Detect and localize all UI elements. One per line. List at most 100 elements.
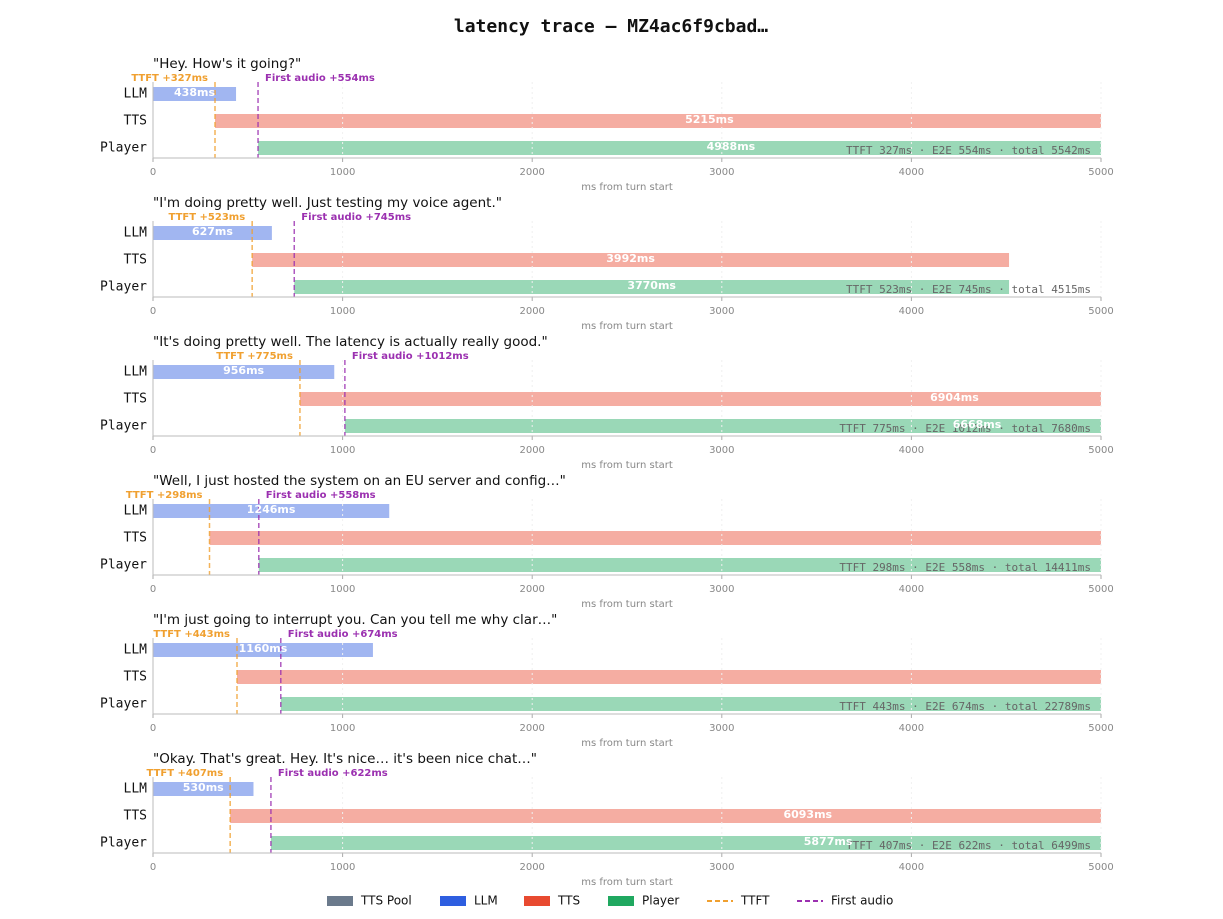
x-tick-label: 2000 [519,306,544,317]
y-tick-label: TTS [124,253,147,268]
marker-label: TTFT +775ms [216,351,293,362]
summary: TTFT 298ms · E2E 558ms · total 14411ms [839,561,1091,574]
bar [294,280,1010,294]
plot-area [153,504,1101,572]
bar-label: 6093ms [783,808,832,821]
bar [153,504,390,518]
bar-label: 3992ms [606,252,655,265]
bar [153,643,373,657]
y-tick-label: Player [100,697,147,712]
x-tick-label: 1000 [330,862,355,873]
plot-area [153,226,1010,294]
bar [270,836,1101,850]
bar-label: 1246ms [247,503,296,516]
x-tick-label: 3000 [709,862,734,873]
x-tick-label: 5000 [1088,445,1113,456]
x-tick-label: 5000 [1088,862,1113,873]
y-tick-label: Player [100,280,147,295]
bar-label: 5877ms [804,835,853,848]
x-tick-label: 3000 [709,306,734,317]
bar [344,419,1101,433]
x-tick-label: 4000 [899,584,924,595]
y-tick-label: LLM [124,643,148,658]
y-tick-label: LLM [124,782,148,797]
y-tick-label: TTS [124,392,147,407]
bar [230,809,1101,823]
bar [153,365,335,379]
marker-label: First audio +1012ms [352,351,469,362]
marker-label: First audio +558ms [266,490,376,501]
x-tick-label: 0 [150,584,156,595]
y-tick-label: LLM [124,504,148,519]
x-tick-label: 4000 [899,167,924,178]
x-tick-label: 1000 [330,167,355,178]
marker-label: TTFT +298ms [126,490,203,501]
x-tick-label: 0 [150,862,156,873]
x-tick-label: 0 [150,723,156,734]
bar [214,114,1101,128]
bar-label: 956ms [223,364,264,377]
x-tick-label: 3000 [709,167,734,178]
bar [258,558,1101,572]
bar [153,226,272,240]
x-tick-label: 0 [150,167,156,178]
marker-label: TTFT +327ms [131,73,208,84]
legend-label: TTS Pool [360,894,412,908]
y-tick-label: LLM [124,226,148,241]
x-axis-label: ms from turn start [581,877,673,888]
x-tick-label: 5000 [1088,584,1113,595]
marker-label: First audio +745ms [301,212,411,223]
panel-title: "I'm doing pretty well. Just testing my … [153,195,502,211]
y-tick-label: Player [100,419,147,434]
y-tick-label: Player [100,141,147,156]
y-tick-label: TTS [124,670,147,685]
y-tick-label: Player [100,836,147,851]
plot-area [153,87,1101,155]
x-tick-label: 1000 [330,445,355,456]
plot-area [153,782,1101,850]
bar-label: 530ms [183,781,224,794]
marker-label: First audio +554ms [265,73,375,84]
x-tick-label: 2000 [519,445,544,456]
bar-label: 5215ms [685,113,734,126]
summary: TTFT 523ms · E2E 745ms · total 4515ms [846,283,1091,296]
x-tick-label: 2000 [519,584,544,595]
bar-label: 6904ms [930,391,979,404]
panel-title: "Hey. How's it going?" [153,56,301,72]
bar [236,670,1101,684]
x-tick-label: 4000 [899,862,924,873]
x-tick-label: 1000 [330,306,355,317]
bar [252,253,1010,267]
x-tick-label: 3000 [709,723,734,734]
legend-label: First audio [831,894,893,908]
x-tick-label: 5000 [1088,167,1113,178]
marker-label: TTFT +523ms [169,212,246,223]
x-tick-label: 0 [150,306,156,317]
marker-label: First audio +674ms [288,629,398,640]
x-tick-label: 5000 [1088,723,1113,734]
legend-label: LLM [474,894,498,908]
x-tick-label: 3000 [709,584,734,595]
bar-label: 1160ms [239,642,288,655]
x-axis-label: ms from turn start [581,599,673,610]
legend-swatch [608,896,634,906]
x-tick-label: 2000 [519,167,544,178]
marker-label: First audio +622ms [278,768,388,779]
legend-label: TTS [557,894,580,908]
bar [280,697,1101,711]
marker-label: TTFT +443ms [153,629,230,640]
y-tick-label: TTS [124,531,147,546]
summary: TTFT 443ms · E2E 674ms · total 22789ms [839,700,1091,713]
marker-label: TTFT +407ms [147,768,224,779]
x-tick-label: 5000 [1088,306,1113,317]
bar-label: 3770ms [627,279,676,292]
x-axis-label: ms from turn start [581,321,673,332]
panel-title: "It's doing pretty well. The latency is … [153,334,548,350]
page-title: latency trace — MZ4ac6f9cbad… [454,16,768,37]
bar [153,782,254,796]
bar-label: 6668ms [953,418,1002,431]
summary: TTFT 775ms · E2E 1012ms · total 7680ms [839,422,1091,435]
x-tick-label: 2000 [519,723,544,734]
bar-label: 438ms [174,86,215,99]
